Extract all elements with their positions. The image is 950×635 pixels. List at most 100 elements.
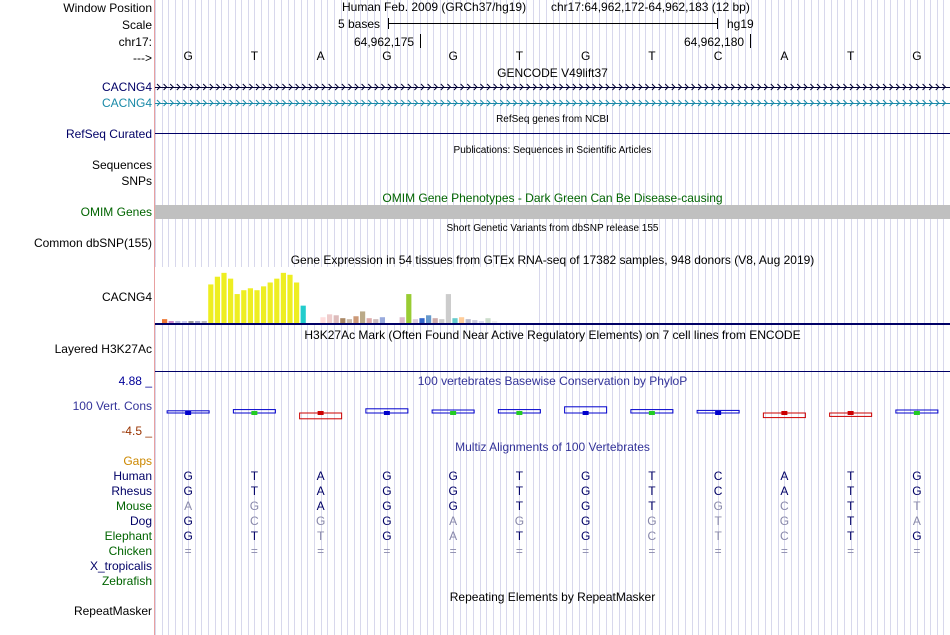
strand-chevron xyxy=(737,83,742,91)
omim-phenotype-bar[interactable] xyxy=(155,205,950,219)
strand-chevron xyxy=(678,83,683,91)
grid-line xyxy=(659,0,660,635)
conservation-track-label[interactable]: 100 Vert. Cons xyxy=(72,399,152,413)
alignment-base: G xyxy=(912,484,922,498)
species-label[interactable]: Chicken xyxy=(108,544,152,558)
strand-chevron xyxy=(572,99,577,107)
publications-track-title[interactable]: Publications: Sequences in Scientific Ar… xyxy=(453,145,652,156)
strand-chevron xyxy=(526,99,531,107)
strand-chevron xyxy=(341,83,346,91)
gtex-tissue-bar xyxy=(267,282,273,323)
sequence-base: T xyxy=(515,49,524,63)
alignment-base: C xyxy=(250,514,259,528)
grid-line xyxy=(678,0,679,635)
gencode-track-title[interactable]: GENCODE V49lift37 xyxy=(497,66,608,80)
grid-line xyxy=(652,0,653,635)
omim-track-title[interactable]: OMIM Gene Phenotypes - Dark Green Can Be… xyxy=(382,191,723,205)
h3k27ac-track-title[interactable]: H3K27Ac Mark (Often Found Near Active Re… xyxy=(304,328,801,342)
h3k27ac-track-label[interactable]: Layered H3K27Ac xyxy=(54,342,152,356)
gtex-tissue-bar xyxy=(214,276,220,323)
strand-chevron xyxy=(420,99,425,107)
snps-track-label[interactable]: SNPs xyxy=(121,174,152,188)
alignment-base: T xyxy=(515,499,524,513)
strand-chevron xyxy=(790,99,795,107)
gencode-genes[interactable] xyxy=(155,80,950,110)
sequence-base: G xyxy=(448,49,458,63)
species-label[interactable]: Zebrafish xyxy=(101,574,152,588)
gtex-expression-chart[interactable] xyxy=(155,267,950,325)
multiz-track-title[interactable]: Multiz Alignments of 100 Vertebrates xyxy=(455,440,650,454)
strand-chevron xyxy=(242,83,247,91)
gencode-cacng4-label[interactable]: CACNG4 xyxy=(101,80,152,94)
alignment-base: = xyxy=(648,544,656,558)
conservation-track-title[interactable]: 100 vertebrates Basewise Conservation by… xyxy=(417,374,688,388)
strand-chevron xyxy=(612,99,617,107)
alignment-base: = xyxy=(449,544,457,558)
strand-chevron xyxy=(796,83,801,91)
species-label[interactable]: Mouse xyxy=(115,499,152,513)
strand-chevron xyxy=(282,99,287,107)
repeatmasker-track-title[interactable]: Repeating Elements by RepeatMasker xyxy=(449,590,656,604)
strand-chevron xyxy=(486,83,491,91)
strand-chevron xyxy=(341,99,346,107)
refseq-track-label[interactable]: RefSeq Curated xyxy=(65,127,152,141)
gtex-track-title[interactable]: Gene Expression in 54 tissues from GTEx … xyxy=(290,253,815,267)
refseq-track-title[interactable]: RefSeq genes from NCBI xyxy=(496,114,609,125)
conservation-plot[interactable] xyxy=(155,396,950,432)
strand-chevron xyxy=(843,83,848,91)
strand-chevron xyxy=(717,99,722,107)
strand-chevron xyxy=(565,99,570,107)
alignment-base: A xyxy=(912,514,921,528)
strand-chevron xyxy=(625,83,630,91)
phylop-score xyxy=(232,409,276,415)
alignment-base: T xyxy=(250,469,259,483)
species-label[interactable]: Elephant xyxy=(104,529,152,543)
grid-line xyxy=(592,0,593,635)
alignment-base: G xyxy=(912,529,922,543)
strand-chevron xyxy=(935,83,940,91)
alignment-base: T xyxy=(515,529,524,543)
sequences-track-label[interactable]: Sequences xyxy=(91,158,152,172)
strand-chevron xyxy=(282,83,287,91)
species-label[interactable]: Rhesus xyxy=(111,484,152,498)
sequence-base: A xyxy=(316,49,325,63)
strand-chevron xyxy=(328,99,333,107)
alignment-base: A xyxy=(449,529,458,543)
track-area: Human Feb. 2009 (GRCh37/hg19) chr17:64,9… xyxy=(155,0,950,635)
repeatmasker-track-label[interactable]: RepeatMasker xyxy=(73,604,152,618)
strand-chevron xyxy=(658,83,663,91)
strand-chevron xyxy=(235,99,240,107)
strand-chevron xyxy=(466,99,471,107)
gene-line xyxy=(155,103,950,104)
phylop-score xyxy=(696,409,740,415)
grid-line xyxy=(745,0,746,635)
strand-chevron xyxy=(552,83,557,91)
strand-chevron xyxy=(427,99,432,107)
strand-chevron xyxy=(295,99,300,107)
strand-chevron xyxy=(902,83,907,91)
strand-chevron xyxy=(374,83,379,91)
strand-chevron xyxy=(895,99,900,107)
species-label[interactable]: Human xyxy=(113,469,152,483)
grid-line xyxy=(937,0,938,635)
strand-chevron xyxy=(856,99,861,107)
phylop-score xyxy=(431,409,475,415)
h3k27ac-baseline xyxy=(155,371,950,372)
strand-chevron xyxy=(770,83,775,91)
gtex-track-label[interactable]: CACNG4 xyxy=(101,290,152,304)
alignment-base: T xyxy=(316,529,325,543)
alignment-base: G xyxy=(183,529,193,543)
gtex-tissue-bar xyxy=(280,272,286,323)
gencode-cacng4-alt-label[interactable]: CACNG4 xyxy=(101,96,152,110)
species-label[interactable]: X_tropicalis xyxy=(89,559,152,573)
species-label[interactable]: Dog xyxy=(129,514,152,528)
refseq-gene-line[interactable] xyxy=(155,133,950,134)
strand-chevron xyxy=(506,99,511,107)
dbsnp-track-title[interactable]: Short Genetic Variants from dbSNP releas… xyxy=(446,223,659,234)
dbsnp-track-label[interactable]: Common dbSNP(155) xyxy=(33,236,152,250)
grid-line xyxy=(612,0,613,635)
strand-chevron xyxy=(427,83,432,91)
omim-track-label[interactable]: OMIM Genes xyxy=(80,205,152,219)
alignment-base: A xyxy=(184,499,193,513)
